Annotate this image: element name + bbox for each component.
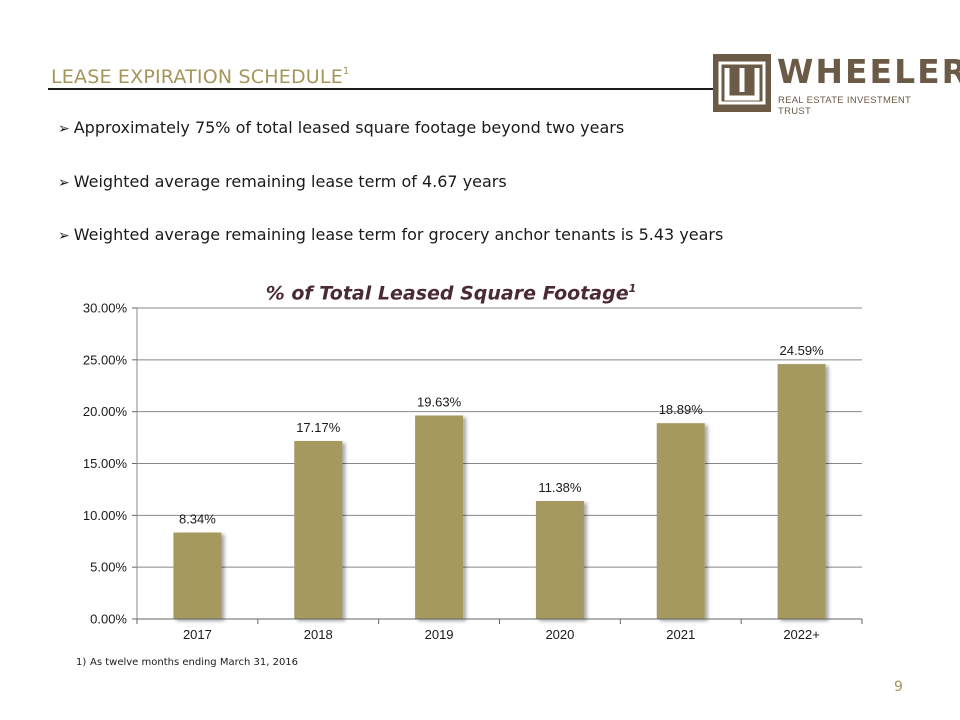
arrow-bullet-icon: ➢ [58,175,70,191]
arrow-bullet-icon: ➢ [58,228,70,244]
footnote: 1) As twelve months ending March 31, 2016 [76,657,299,668]
x-tick-label: 2021 [666,627,695,642]
data-label: 24.59% [780,343,825,358]
bar [415,415,464,619]
y-tick-label: 20.00% [83,404,128,419]
y-tick-label: 30.00% [83,301,128,316]
y-tick-label: 15.00% [83,456,128,471]
data-label: 8.34% [179,512,216,527]
title-underline [48,88,714,90]
bullet-item: ➢ Approximately 75% of total leased squar… [58,118,625,137]
bar [777,364,826,619]
chart-title: % of Total Leased Square Footage1 [265,282,637,305]
slide-title: LEASE EXPIRATION SCHEDULE1 [51,66,350,88]
logo-name: WHEELER [777,52,960,91]
bullet-item: ➢ Weighted average remaining lease term o… [58,172,507,191]
bullet-item: ➢ Weighted average remaining lease term f… [58,225,724,244]
x-tick-label: 2019 [425,627,454,642]
bar [656,423,705,619]
bar [173,532,222,619]
data-label: 11.38% [538,480,582,495]
data-label: 18.89% [659,402,704,417]
x-tick-label: 2017 [183,627,212,642]
y-tick-label: 10.00% [83,508,128,523]
data-label: 19.63% [417,395,462,410]
arrow-bullet-icon: ➢ [58,121,70,137]
logo-w-mark-icon [713,54,771,112]
y-tick-label: 5.00% [90,560,127,575]
bar [535,501,584,619]
x-tick-label: 2020 [545,627,574,642]
data-label: 17.17% [296,420,341,435]
page-number: 9 [894,679,903,695]
logo-tagline: REAL ESTATE INVESTMENT TRUST [778,95,911,117]
x-tick-label: 2018 [304,627,333,642]
bar [294,441,343,619]
y-tick-label: 0.00% [90,612,127,627]
wheeler-logo: WHEELER REAL ESTATE INVESTMENT TRUST [713,54,960,117]
y-tick-label: 25.00% [83,352,128,367]
x-tick-label: 2022+ [783,627,820,642]
